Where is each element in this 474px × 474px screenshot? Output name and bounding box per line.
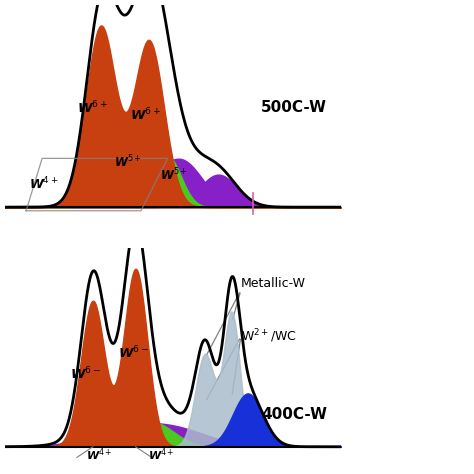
Text: W$^{6+}$: W$^{6+}$: [77, 100, 108, 116]
Text: W$^{2+}$/WC: W$^{2+}$/WC: [241, 328, 297, 346]
Text: W$^{4+}$: W$^{4+}$: [148, 446, 174, 463]
Text: W$^{4+}$: W$^{4+}$: [86, 446, 112, 463]
Text: Metallic-W: Metallic-W: [241, 277, 306, 290]
Text: 400C-W: 400C-W: [261, 407, 327, 422]
Text: 500C-W: 500C-W: [261, 100, 327, 115]
Text: W$^{5+}$: W$^{5+}$: [114, 154, 142, 170]
Text: W$^{6+}$: W$^{6+}$: [130, 107, 162, 123]
Text: W$^{6-}$: W$^{6-}$: [118, 344, 149, 361]
Text: W$^{5+}$: W$^{5+}$: [160, 166, 188, 183]
Text: W$^{4+}$: W$^{4+}$: [29, 175, 58, 192]
Text: W$^{6-}$: W$^{6-}$: [70, 365, 101, 382]
